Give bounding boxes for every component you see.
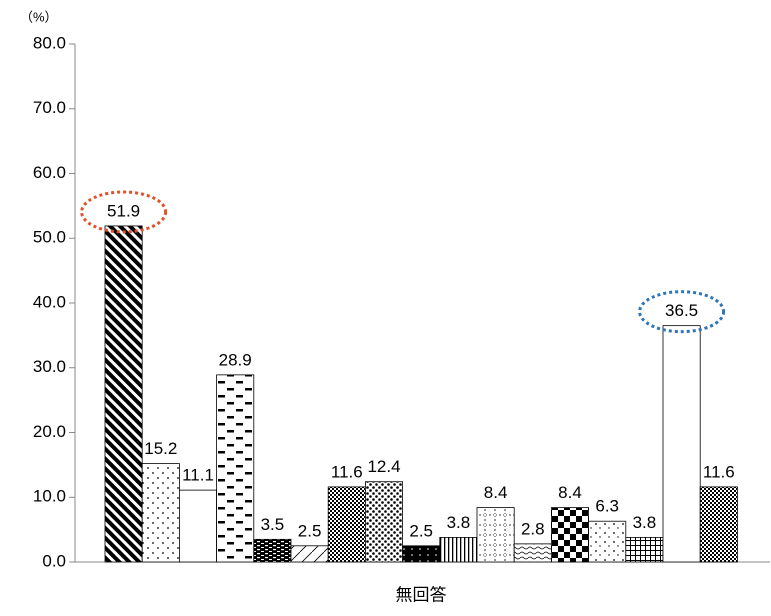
- bar: [216, 374, 255, 563]
- value-label: 28.9: [219, 350, 252, 369]
- bar: [327, 486, 366, 563]
- y-tick-label: 70.0: [33, 98, 66, 117]
- value-label: 12.4: [367, 457, 400, 476]
- value-label: 6.3: [595, 497, 619, 516]
- bar: [551, 507, 590, 563]
- bar: [513, 543, 552, 563]
- bar: [588, 520, 627, 563]
- y-unit: （%）: [20, 9, 58, 24]
- value-label: 36.5: [665, 301, 698, 320]
- y-tick-label: 50.0: [33, 228, 66, 247]
- y-tick-label: 10.0: [33, 487, 66, 506]
- x-axis-label: 無回答: [396, 585, 447, 604]
- bar: [402, 545, 441, 563]
- highlight-ellipse: [638, 290, 726, 334]
- value-label: 8.4: [484, 483, 508, 502]
- value-label: 2.5: [409, 521, 433, 540]
- y-tick-label: 30.0: [33, 357, 66, 376]
- y-tick-label: 60.0: [33, 163, 66, 182]
- y-tick-label: 80.0: [33, 33, 66, 52]
- bar: [625, 536, 664, 563]
- value-label: 15.2: [144, 439, 177, 458]
- y-tick-label: 0.0: [42, 551, 66, 570]
- bar: [476, 507, 515, 563]
- value-label: 2.5: [298, 521, 322, 540]
- bar: [439, 536, 478, 563]
- value-label: 51.9: [107, 201, 140, 220]
- value-label: 3.8: [447, 513, 471, 532]
- y-tick-label: 20.0: [33, 422, 66, 441]
- y-tick-label: 40.0: [33, 292, 66, 311]
- value-label: 3.8: [633, 513, 657, 532]
- value-label: 8.4: [558, 483, 582, 502]
- value-label: 3.5: [261, 515, 285, 534]
- bar: [178, 489, 217, 563]
- bar: [364, 481, 403, 563]
- bar: [699, 486, 738, 563]
- bar: [662, 325, 701, 563]
- value-label: 2.8: [521, 519, 545, 538]
- highlight-ellipse: [80, 190, 168, 234]
- bar: [141, 463, 180, 563]
- value-label: 11.6: [703, 462, 735, 481]
- value-label: 11.6: [331, 462, 363, 481]
- value-label: 11.1: [182, 466, 214, 485]
- bar: [290, 545, 329, 563]
- bar: [104, 225, 143, 563]
- bar: [253, 538, 292, 563]
